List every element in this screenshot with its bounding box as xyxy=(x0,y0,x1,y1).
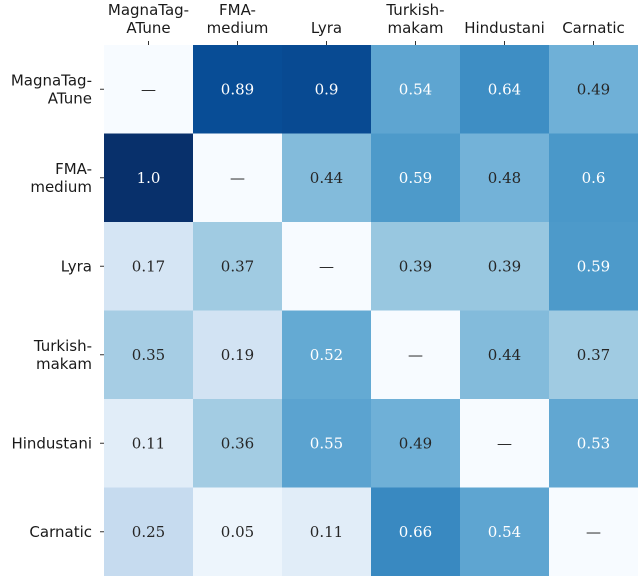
heatmap-cell-r2-c5 xyxy=(549,222,638,311)
cell-label-r2-c3: 0.39 xyxy=(399,257,432,275)
cell-label-r3-c4: 0.44 xyxy=(488,346,521,364)
cell-label-r5-c1: 0.05 xyxy=(221,523,254,541)
cell-label-r4-c4: — xyxy=(497,434,512,452)
heatmap-cell-r1-c3 xyxy=(371,133,461,223)
cell-label-r3-c3: — xyxy=(408,346,423,364)
x-tick-label-0: MagnaTag-ATune xyxy=(108,1,189,37)
heatmap-cell-r3-c3 xyxy=(371,310,461,400)
heatmap-cell-r2-c0 xyxy=(104,222,194,311)
cell-label-r0-c4: 0.64 xyxy=(488,80,521,98)
y-tick-label-1: FMA-medium xyxy=(30,160,92,196)
cell-label-r1-c3: 0.59 xyxy=(399,169,432,187)
y-tick-label-5: Carnatic xyxy=(29,523,92,541)
heatmap-cell-r1-c0 xyxy=(104,133,194,223)
cell-label-r5-c0: 0.25 xyxy=(132,523,165,541)
x-axis-ticks: MagnaTag-ATune FMA-medium Lyra Turkish-maka… xyxy=(108,1,625,45)
heatmap-cell-r5-c0 xyxy=(104,487,194,576)
x-tick-label-1: FMA-medium xyxy=(207,1,269,37)
cell-label-r1-c1: — xyxy=(230,169,245,187)
cell-label-r0-c5: 0.49 xyxy=(577,80,610,98)
cell-label-r5-c5: — xyxy=(586,523,601,541)
heatmap-cell-r0-c3 xyxy=(371,45,461,134)
cell-label-r3-c2: 0.52 xyxy=(310,346,343,364)
heatmap-cell-r0-c1 xyxy=(193,45,283,134)
heatmap-cell-r5-c1 xyxy=(193,487,283,576)
cell-label-r1-c5: 0.6 xyxy=(582,169,606,187)
heatmap-cell-r4-c0 xyxy=(104,399,194,488)
heatmap-cells: — 0.89 0.9 0.54 0.64 0.49 1.0 — 0.44 0.59 0.48 0.6 0… xyxy=(104,45,638,576)
cell-label-r0-c1: 0.89 xyxy=(221,80,254,98)
heatmap-cell-r2-c1 xyxy=(193,222,283,311)
cell-label-r1-c4: 0.48 xyxy=(488,169,521,187)
heatmap-cell-r2-c2 xyxy=(282,222,372,311)
heatmap-cell-r4-c3 xyxy=(371,399,461,488)
heatmap-cell-r0-c2 xyxy=(282,45,372,134)
cell-label-r4-c5: 0.53 xyxy=(577,434,610,452)
y-tick-label-2: Lyra xyxy=(61,257,92,275)
heatmap-cell-r0-c0 xyxy=(104,45,194,134)
cell-label-r4-c2: 0.55 xyxy=(310,434,343,452)
heatmap-cell-r3-c0 xyxy=(104,310,194,400)
cell-label-r0-c0: — xyxy=(141,80,156,98)
cell-label-r2-c2: — xyxy=(319,257,334,275)
heatmap-cell-r1-c2 xyxy=(282,133,372,223)
heatmap-cell-r4-c5 xyxy=(549,399,638,488)
heatmap-cell-r3-c1 xyxy=(193,310,283,400)
cell-label-r1-c0: 1.0 xyxy=(137,169,161,187)
y-axis-ticks: MagnaTag-ATune FMA-medium Lyra Turkish-maka… xyxy=(11,71,104,541)
x-tick-label-2: Lyra xyxy=(311,19,342,37)
cell-label-r2-c0: 0.17 xyxy=(132,257,165,275)
heatmap-cell-r4-c4 xyxy=(460,399,550,488)
cell-label-r0-c2: 0.9 xyxy=(315,80,339,98)
cell-label-r2-c5: 0.59 xyxy=(577,257,610,275)
heatmap-cell-r4-c2 xyxy=(282,399,372,488)
cell-label-r2-c1: 0.37 xyxy=(221,257,254,275)
cell-label-r3-c5: 0.37 xyxy=(577,346,610,364)
cell-label-r0-c3: 0.54 xyxy=(399,80,432,98)
y-tick-label-0: MagnaTag-ATune xyxy=(11,71,92,107)
heatmap-cell-r5-c3 xyxy=(371,487,461,576)
y-tick-label-4: Hindustani xyxy=(11,434,92,452)
heatmap-cell-r3-c5 xyxy=(549,310,638,400)
x-tick-label-3: Turkish-makam xyxy=(385,1,444,37)
cell-label-r5-c2: 0.11 xyxy=(310,523,343,541)
heatmap-cell-r1-c4 xyxy=(460,133,550,223)
x-tick-label-4: Hindustani xyxy=(464,19,545,37)
heatmap-cell-r3-c4 xyxy=(460,310,550,400)
heatmap-cell-r2-c4 xyxy=(460,222,550,311)
cell-label-r4-c3: 0.49 xyxy=(399,434,432,452)
heatmap-cell-r1-c5 xyxy=(549,133,638,223)
cell-label-r5-c3: 0.66 xyxy=(399,523,432,541)
cell-label-r3-c1: 0.19 xyxy=(221,346,254,364)
heatmap-cell-r2-c3 xyxy=(371,222,461,311)
y-tick-label-3: Turkish-makam xyxy=(33,337,92,373)
x-tick-label-5: Carnatic xyxy=(562,19,625,37)
heatmap-cell-r5-c5 xyxy=(549,487,638,576)
heatmap-cell-r4-c1 xyxy=(193,399,283,488)
heatmap-cell-r1-c1 xyxy=(193,133,283,223)
cell-label-r2-c4: 0.39 xyxy=(488,257,521,275)
cell-label-r1-c2: 0.44 xyxy=(310,169,343,187)
heatmap-cell-r0-c5 xyxy=(549,45,638,134)
heatmap-cell-r5-c2 xyxy=(282,487,372,576)
heatmap-cell-r0-c4 xyxy=(460,45,550,134)
cell-label-r4-c1: 0.36 xyxy=(221,434,254,452)
cell-label-r4-c0: 0.11 xyxy=(132,434,165,452)
cell-label-r3-c0: 0.35 xyxy=(132,346,165,364)
heatmap-cell-r3-c2 xyxy=(282,310,372,400)
cell-label-r5-c4: 0.54 xyxy=(488,523,521,541)
heatmap-cell-r5-c4 xyxy=(460,487,550,576)
